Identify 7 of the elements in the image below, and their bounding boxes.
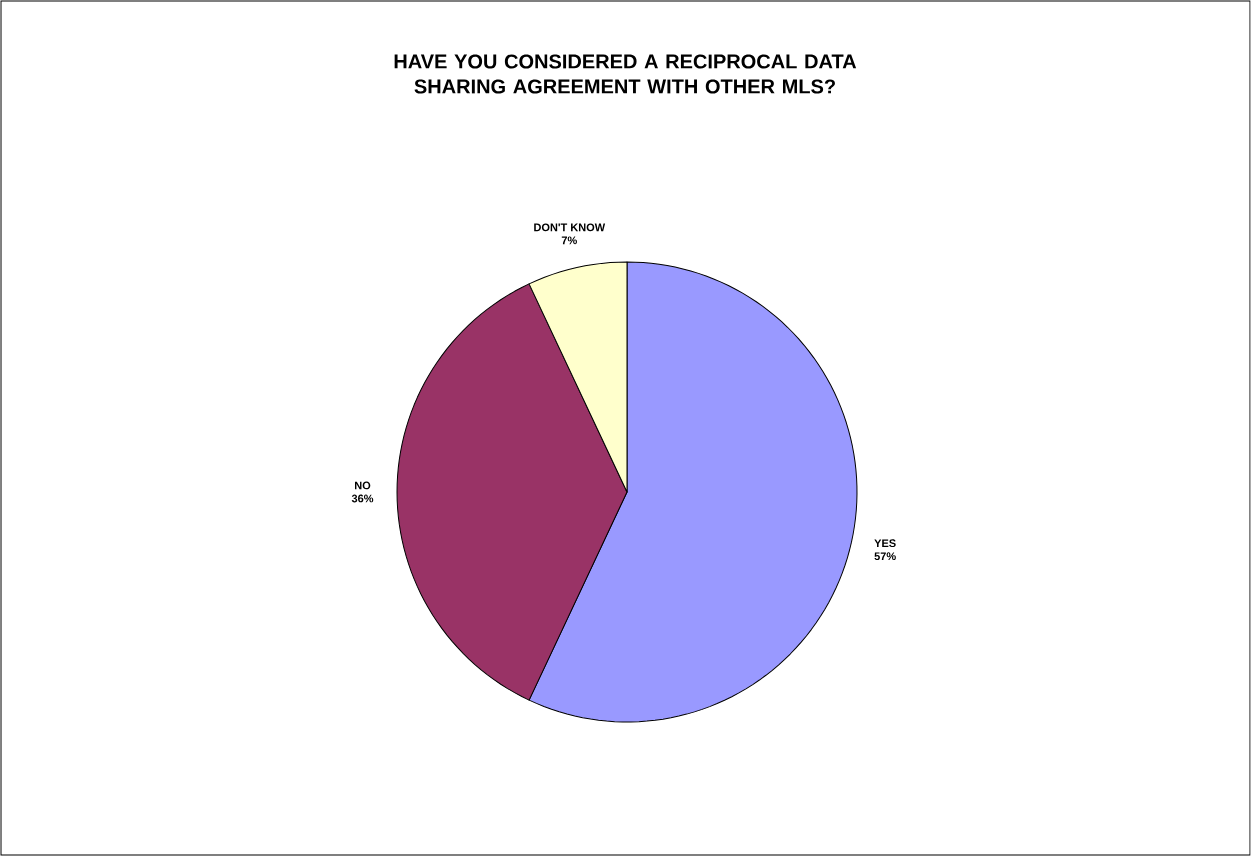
slice-label: DON'T KNOW [534,223,606,232]
data-label: 57% [874,552,896,561]
data-label: 7% [561,236,577,245]
chart-title: HAVE YOU CONSIDERED A RECIPROCAL DATA SHARING AGREEMENT WITH OTHER MLS? [394,54,857,94]
slice-label: NO [355,481,371,490]
slice-label: YES [874,539,896,548]
data-label: 36% [351,494,374,503]
